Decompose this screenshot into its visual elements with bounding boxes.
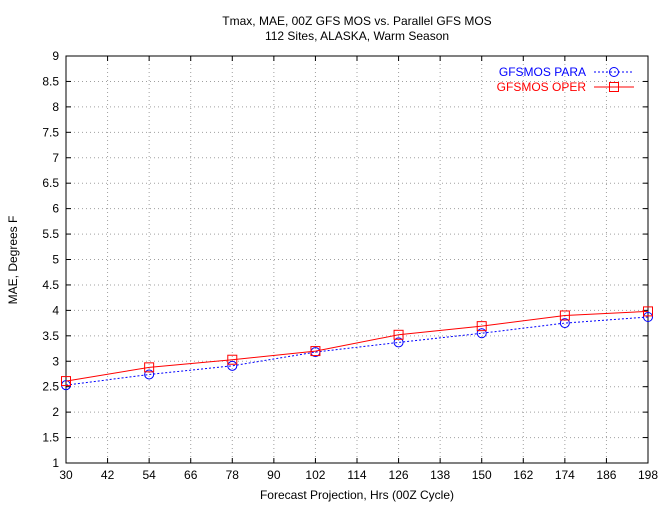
x-tick-label: 30 <box>59 468 73 482</box>
series-line-0 <box>65 316 649 386</box>
data-point <box>476 321 487 332</box>
data-point <box>144 362 155 373</box>
legend-label: GFSMOS OPER <box>497 80 587 94</box>
x-tick-label: 174 <box>555 468 575 482</box>
y-tick-label: 3.5 <box>42 329 59 343</box>
x-tick-label: 126 <box>389 468 409 482</box>
plot-area <box>65 55 649 464</box>
grid <box>66 56 648 463</box>
x-tick-label: 102 <box>305 468 325 482</box>
data-point <box>559 318 570 329</box>
legend-label: GFSMOS PARA <box>499 65 586 79</box>
y-tick-label: 5.5 <box>42 227 59 241</box>
y-tick-label: 1 <box>52 456 59 470</box>
data-point <box>227 354 238 365</box>
series-line-1 <box>65 310 649 382</box>
y-tick-label: 7.5 <box>42 125 59 139</box>
y-tick-label: 5 <box>52 253 59 267</box>
y-tick-label: 8.5 <box>42 74 59 88</box>
x-tick-label: 138 <box>430 468 450 482</box>
legend-marker <box>609 82 619 92</box>
x-tick-label: 42 <box>101 468 115 482</box>
y-tick-label: 2.5 <box>42 380 59 394</box>
y-tick-label: 6.5 <box>42 176 59 190</box>
y-tick-label: 7 <box>52 151 59 165</box>
x-axis-label: Forecast Projection, Hrs (00Z Cycle) <box>260 488 454 502</box>
x-tick-label: 66 <box>184 468 198 482</box>
data-point <box>227 360 238 371</box>
y-axis-label: MAE, Degrees F <box>6 216 20 305</box>
data-point <box>393 337 404 348</box>
y-tick-label: 8 <box>52 100 59 114</box>
y-tick-label: 4 <box>52 303 59 317</box>
x-tick-label: 162 <box>513 468 533 482</box>
chart-subtitle: 112 Sites, ALASKA, Warm Season <box>265 29 449 43</box>
chart-title: Tmax, MAE, 00Z GFS MOS vs. Parallel GFS … <box>222 14 491 28</box>
y-tick-label: 3 <box>52 354 59 368</box>
x-tick-label: 114 <box>347 468 366 482</box>
data-point <box>310 346 321 357</box>
y-tick-label: 2 <box>52 405 59 419</box>
data-point <box>144 369 155 380</box>
data-point <box>643 306 653 317</box>
legend-marker <box>609 67 619 77</box>
data-point <box>559 310 570 321</box>
data-point <box>476 328 487 339</box>
x-tick-label: 198 <box>638 468 658 482</box>
ticks: 30 42 54 66 78 90 102 114 126 138 150 162 174 186 1981… <box>42 49 658 482</box>
data-point <box>393 329 404 340</box>
y-tick-label: 1.5 <box>42 431 59 445</box>
data-point <box>643 311 653 322</box>
x-tick-label: 186 <box>596 468 616 482</box>
x-tick-label: 90 <box>267 468 281 482</box>
x-tick-label: 78 <box>226 468 240 482</box>
data-point <box>61 376 71 387</box>
y-tick-label: 6 <box>52 202 59 216</box>
x-tick-label: 150 <box>472 468 492 482</box>
series <box>61 306 653 391</box>
y-tick-label: 4.5 <box>42 278 59 292</box>
x-tick-label: 54 <box>142 468 156 482</box>
y-tick-label: 9 <box>52 49 59 63</box>
